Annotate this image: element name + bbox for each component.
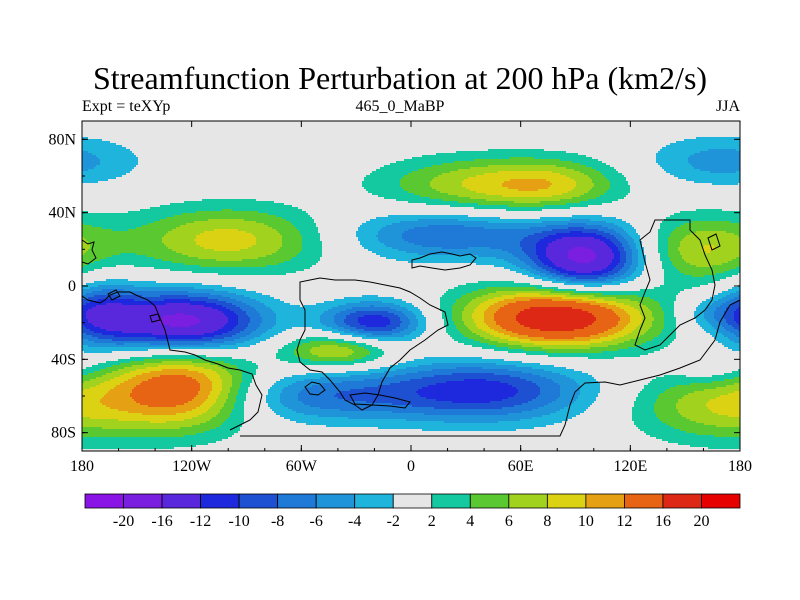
colorbar-label: -8	[271, 513, 284, 530]
colorbar-label: 4	[466, 513, 474, 530]
y-tick-label: 0	[68, 278, 76, 295]
coastline-path	[81, 239, 97, 265]
x-tick-label: 60W	[286, 458, 318, 475]
axes: 180 120W 60W 0 60E 120E 180 80N 40N 0 40S 80S	[48, 121, 752, 475]
colorbar-label: 6	[505, 513, 513, 530]
colorbar-label: -10	[228, 513, 249, 530]
colorbar-swatch	[315, 493, 356, 509]
colorbar-swatch	[624, 493, 664, 509]
colorbar-label: -16	[151, 513, 172, 530]
colorbar-swatch	[161, 493, 201, 509]
colorbar-swatch	[354, 493, 394, 509]
colorbar-label: -6	[310, 513, 323, 530]
colorbar-label: 10	[578, 513, 594, 530]
colorbar-swatch	[585, 493, 625, 509]
coastline-path	[304, 381, 326, 396]
case-label: 465_0_MaBP	[355, 98, 445, 115]
x-tick-label: 180	[70, 458, 94, 475]
colorbar-label: 20	[693, 513, 709, 530]
y-tick-label: 80S	[51, 425, 76, 442]
x-tick-label: 180	[728, 458, 752, 475]
colorbar-swatch	[392, 493, 433, 509]
colorbar-label: -2	[387, 513, 400, 530]
colorbar: -20 -16 -12 -10 -8 -6 -4 -2 2 4 6 8 10 12 16 20	[84, 493, 741, 530]
coastline-path	[240, 299, 741, 437]
experiment-label: Expt = teXYp	[82, 98, 171, 115]
colorbar-label: 8	[543, 513, 551, 530]
coastline-path	[81, 291, 263, 431]
colorbar-swatch	[469, 493, 510, 509]
colorbar-swatch	[431, 493, 471, 509]
coastline	[81, 219, 741, 437]
colorbar-swatch	[277, 493, 317, 509]
season-label: JJA	[715, 98, 740, 115]
coastline-path	[107, 289, 121, 301]
colorbar-swatch	[508, 493, 548, 509]
colorbar-label: -20	[113, 513, 134, 530]
colorbar-label: 2	[428, 513, 436, 530]
coastline-path	[707, 233, 721, 251]
coastline-path	[296, 277, 449, 411]
coastline-path	[149, 313, 161, 323]
colorbar-label: 16	[655, 513, 671, 530]
colorbar-label: -12	[190, 513, 211, 530]
colorbar-swatch	[84, 493, 124, 509]
y-tick-label: 80N	[48, 131, 76, 148]
x-tick-label: 120E	[613, 458, 647, 475]
colorbar-swatch	[662, 493, 702, 509]
coastline-path	[411, 251, 477, 271]
colorbar-label: -4	[348, 513, 361, 530]
x-tick-label: 120W	[172, 458, 212, 475]
colorbar-swatch	[701, 493, 741, 509]
colorbar-swatch	[238, 493, 279, 509]
colorbar-swatch	[200, 493, 240, 509]
colorbar-swatch	[546, 493, 587, 509]
x-tick-label: 60E	[508, 458, 534, 475]
contour-field	[82, 121, 741, 452]
coastline-path	[634, 219, 716, 351]
y-tick-label: 40N	[48, 205, 76, 222]
colorbar-swatch	[123, 493, 163, 509]
colorbar-label: 12	[616, 513, 632, 530]
y-tick-label: 40S	[51, 351, 76, 368]
chart-title: Streamfunction Perturbation at 200 hPa (…	[92, 60, 708, 96]
x-tick-label: 0	[407, 458, 415, 475]
coastline-path	[349, 392, 411, 409]
